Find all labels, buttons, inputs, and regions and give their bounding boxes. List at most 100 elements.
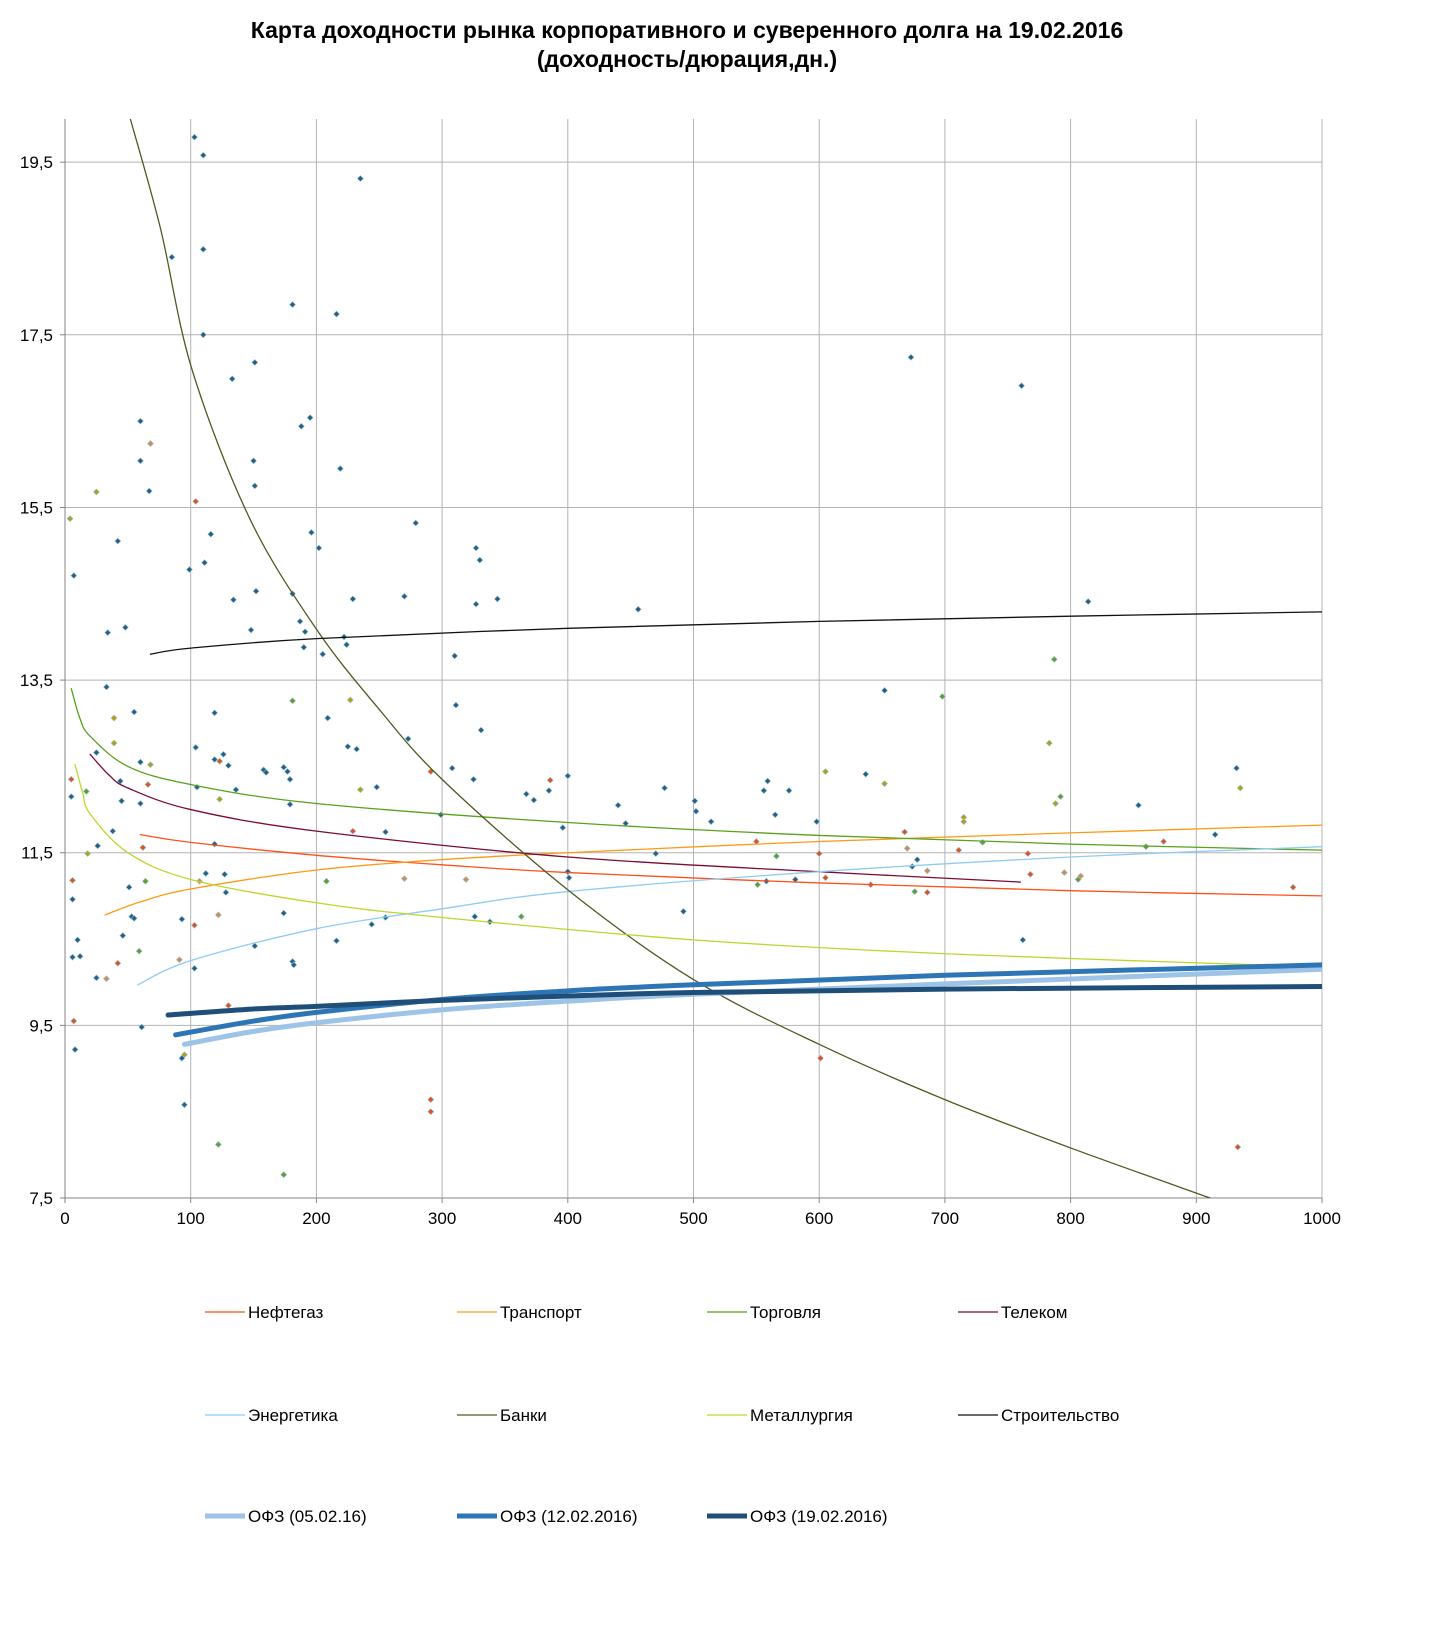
data-point — [356, 786, 364, 794]
data-point — [191, 921, 198, 929]
data-point — [1018, 382, 1026, 390]
data-point — [412, 519, 420, 527]
data-point — [400, 592, 408, 600]
legend-label: Нефтегаз — [248, 1303, 323, 1322]
data-point — [202, 870, 210, 877]
data-point — [250, 457, 257, 465]
data-point — [191, 133, 198, 141]
data-point — [69, 953, 76, 961]
data-point — [319, 650, 327, 658]
data-point — [368, 920, 376, 928]
data-point — [207, 530, 215, 538]
data-point — [333, 310, 340, 318]
data-point — [913, 856, 921, 864]
data-point — [1233, 764, 1240, 772]
data-point — [760, 787, 768, 794]
data-point — [147, 761, 154, 769]
data-point — [565, 874, 573, 882]
data-point — [251, 358, 259, 366]
data-point — [93, 749, 100, 757]
data-point — [301, 628, 309, 636]
data-point — [1077, 872, 1085, 880]
data-point — [251, 942, 259, 950]
data-point — [71, 1046, 79, 1053]
y-tick-label: 7,5 — [29, 1189, 53, 1208]
data-point — [93, 488, 100, 496]
x-tick-label: 900 — [1182, 1209, 1210, 1228]
trend-line-8 — [149, 611, 1322, 655]
data-point — [104, 629, 112, 637]
data-point — [559, 824, 567, 832]
data-point — [70, 1017, 78, 1025]
legend-label: Энергетика — [248, 1406, 338, 1425]
data-point — [349, 827, 357, 835]
data-point — [142, 877, 149, 885]
data-point — [201, 559, 208, 567]
data-point — [881, 780, 888, 788]
x-tick-label: 100 — [177, 1209, 205, 1228]
chart-title-block: Карта доходности рынка корпоративного и … — [0, 16, 1374, 74]
data-point — [907, 353, 915, 361]
data-point — [522, 790, 530, 798]
data-point — [136, 758, 144, 766]
data-point — [754, 881, 762, 889]
data-point — [290, 961, 298, 969]
x-tick-label: 600 — [805, 1209, 833, 1228]
y-tick-label: 19,5 — [20, 153, 53, 172]
trend-line-3 — [70, 688, 1322, 851]
data-point — [773, 852, 780, 860]
data-point — [180, 1101, 188, 1109]
data-point — [284, 768, 291, 776]
data-point — [110, 739, 118, 747]
trend-line-2 — [104, 824, 1322, 916]
data-point — [192, 497, 200, 505]
trend-line-10 — [173, 962, 1322, 1038]
data-point — [1084, 598, 1092, 605]
data-point — [404, 735, 412, 743]
chart-subtitle: (доходность/дюрация,дн.) — [536, 46, 838, 72]
data-point — [130, 914, 138, 922]
data-point — [219, 750, 227, 758]
data-point — [400, 875, 408, 883]
data-point — [1236, 784, 1244, 792]
data-point — [1026, 870, 1034, 878]
data-point — [817, 1054, 824, 1062]
data-point — [813, 818, 821, 826]
data-point — [938, 693, 946, 700]
data-point — [136, 457, 144, 465]
data-point — [307, 529, 315, 536]
data-point — [382, 828, 389, 836]
data-point — [373, 783, 381, 791]
data-point — [923, 889, 931, 896]
data-point — [103, 975, 110, 983]
data-point — [356, 175, 364, 182]
data-point — [815, 850, 823, 858]
data-point — [280, 909, 288, 917]
data-point — [1050, 655, 1058, 663]
data-point — [1234, 1143, 1242, 1151]
y-tick-label: 17,5 — [20, 326, 53, 345]
data-point — [652, 850, 660, 858]
data-point — [1160, 838, 1168, 845]
data-point — [216, 757, 224, 765]
data-point — [136, 417, 144, 425]
data-point — [145, 487, 153, 495]
data-point — [199, 151, 207, 159]
data-point — [280, 763, 288, 771]
data-point — [70, 572, 78, 580]
data-point — [110, 714, 118, 722]
data-point — [901, 828, 909, 836]
x-tick-label: 200 — [302, 1209, 330, 1228]
data-point — [343, 641, 350, 649]
data-point — [336, 465, 344, 473]
legend-label: ОФЗ (05.02.16) — [248, 1507, 367, 1526]
data-point — [315, 544, 323, 552]
data-point — [114, 537, 122, 545]
data-point — [306, 414, 314, 422]
data-point — [692, 807, 700, 815]
legend-label: ОФЗ (19.02.2016) — [750, 1507, 888, 1526]
data-point — [224, 1002, 232, 1009]
data-point — [109, 827, 117, 835]
data-point — [955, 846, 963, 854]
